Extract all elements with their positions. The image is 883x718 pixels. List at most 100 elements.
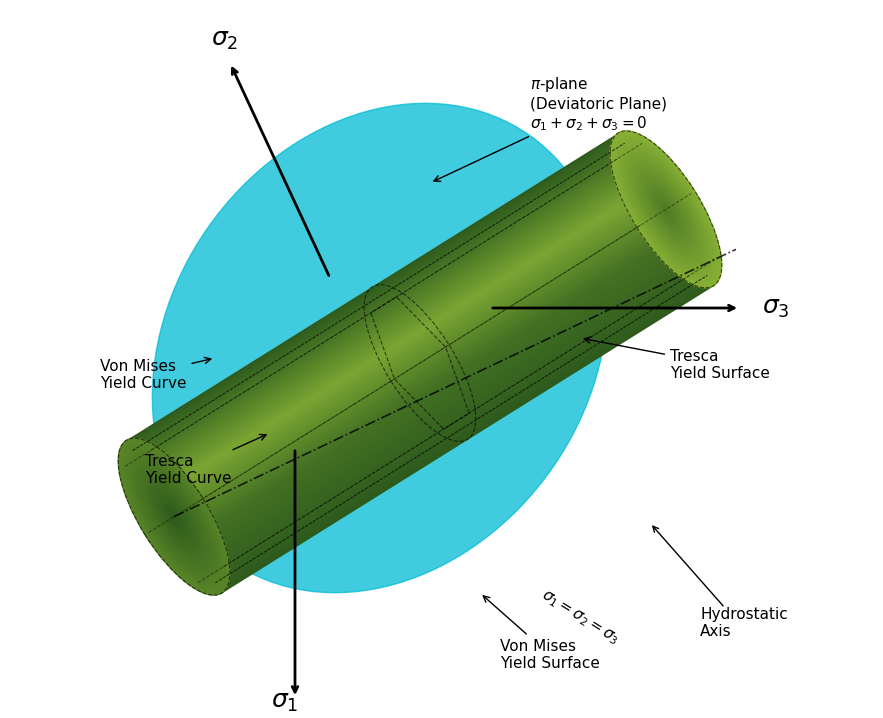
- Polygon shape: [215, 276, 709, 586]
- Polygon shape: [153, 175, 646, 485]
- Ellipse shape: [612, 133, 721, 286]
- Ellipse shape: [610, 131, 721, 288]
- Text: $\sigma_1$: $\sigma_1$: [271, 690, 298, 714]
- Ellipse shape: [119, 440, 229, 593]
- Ellipse shape: [642, 176, 690, 243]
- Ellipse shape: [173, 515, 176, 518]
- Ellipse shape: [162, 501, 185, 532]
- Polygon shape: [157, 182, 651, 493]
- Polygon shape: [177, 215, 671, 525]
- Polygon shape: [163, 192, 657, 502]
- Polygon shape: [164, 194, 658, 504]
- Text: $\sigma_3$: $\sigma_3$: [762, 296, 789, 320]
- Polygon shape: [199, 249, 692, 559]
- Polygon shape: [188, 232, 682, 542]
- Ellipse shape: [641, 174, 691, 245]
- Ellipse shape: [156, 491, 192, 542]
- Ellipse shape: [147, 477, 202, 556]
- Polygon shape: [185, 226, 678, 536]
- Polygon shape: [142, 158, 635, 467]
- Polygon shape: [192, 238, 685, 548]
- Polygon shape: [166, 196, 659, 505]
- Polygon shape: [190, 234, 683, 544]
- Ellipse shape: [131, 456, 217, 577]
- Polygon shape: [208, 265, 702, 574]
- Text: $\pi$-plane
(Deviatoric Plane)
$\sigma_1 + \sigma_2 + \sigma_3 = 0$: $\pi$-plane (Deviatoric Plane) $\sigma_1…: [434, 75, 667, 182]
- Polygon shape: [191, 236, 684, 546]
- Text: Von Mises
Yield Curve: Von Mises Yield Curve: [100, 358, 211, 391]
- Ellipse shape: [660, 202, 671, 217]
- Polygon shape: [197, 246, 690, 555]
- Polygon shape: [215, 274, 708, 584]
- Ellipse shape: [123, 444, 226, 589]
- Polygon shape: [147, 167, 641, 477]
- Ellipse shape: [132, 458, 216, 576]
- Ellipse shape: [651, 187, 682, 231]
- Text: $\sigma_1 = \sigma_2 = \sigma_3$: $\sigma_1 = \sigma_2 = \sigma_3$: [539, 588, 622, 648]
- Ellipse shape: [153, 488, 195, 546]
- Ellipse shape: [145, 475, 203, 558]
- Polygon shape: [219, 282, 713, 592]
- Text: Tresca
Yield Surface: Tresca Yield Surface: [585, 337, 770, 381]
- Ellipse shape: [171, 513, 177, 521]
- Polygon shape: [184, 225, 677, 534]
- Polygon shape: [193, 240, 686, 549]
- Polygon shape: [133, 144, 627, 454]
- Ellipse shape: [133, 460, 215, 574]
- Polygon shape: [210, 266, 703, 577]
- Polygon shape: [180, 219, 674, 528]
- Polygon shape: [175, 211, 668, 521]
- Polygon shape: [218, 280, 712, 589]
- Ellipse shape: [124, 446, 224, 587]
- Polygon shape: [214, 272, 706, 582]
- Polygon shape: [127, 135, 621, 444]
- Ellipse shape: [637, 168, 695, 251]
- Polygon shape: [173, 208, 666, 517]
- Polygon shape: [139, 152, 631, 462]
- Ellipse shape: [162, 499, 186, 534]
- Ellipse shape: [631, 160, 701, 258]
- Ellipse shape: [659, 200, 673, 219]
- Polygon shape: [146, 164, 638, 473]
- Polygon shape: [205, 259, 698, 569]
- Text: Hydrostatic
Axis: Hydrostatic Axis: [700, 607, 788, 639]
- Polygon shape: [160, 187, 653, 496]
- Polygon shape: [159, 185, 652, 494]
- Ellipse shape: [164, 503, 184, 531]
- Polygon shape: [156, 181, 650, 490]
- Polygon shape: [203, 255, 696, 565]
- Ellipse shape: [632, 162, 699, 256]
- Ellipse shape: [136, 464, 212, 569]
- Polygon shape: [154, 177, 647, 487]
- Ellipse shape: [613, 135, 719, 284]
- Polygon shape: [132, 143, 626, 452]
- Ellipse shape: [620, 144, 712, 274]
- Polygon shape: [137, 150, 630, 460]
- Ellipse shape: [618, 143, 713, 276]
- Text: $\sigma_2$: $\sigma_2$: [211, 28, 238, 52]
- Polygon shape: [129, 137, 623, 447]
- Text: Von Mises
Yield Surface: Von Mises Yield Surface: [483, 596, 600, 671]
- Polygon shape: [200, 251, 694, 561]
- Polygon shape: [167, 198, 660, 508]
- Ellipse shape: [126, 450, 222, 583]
- Polygon shape: [144, 162, 638, 471]
- Ellipse shape: [638, 170, 694, 248]
- Ellipse shape: [152, 485, 196, 548]
- Ellipse shape: [166, 505, 183, 528]
- Ellipse shape: [157, 493, 191, 540]
- Ellipse shape: [155, 489, 193, 544]
- Ellipse shape: [656, 195, 675, 223]
- Polygon shape: [168, 200, 661, 510]
- Ellipse shape: [629, 157, 704, 262]
- Polygon shape: [198, 248, 691, 557]
- Ellipse shape: [623, 149, 709, 270]
- Polygon shape: [135, 146, 628, 456]
- Polygon shape: [150, 171, 644, 481]
- Ellipse shape: [140, 467, 209, 566]
- Polygon shape: [143, 159, 637, 470]
- Ellipse shape: [649, 186, 683, 233]
- Ellipse shape: [149, 481, 200, 552]
- Ellipse shape: [138, 466, 210, 568]
- Ellipse shape: [635, 166, 697, 253]
